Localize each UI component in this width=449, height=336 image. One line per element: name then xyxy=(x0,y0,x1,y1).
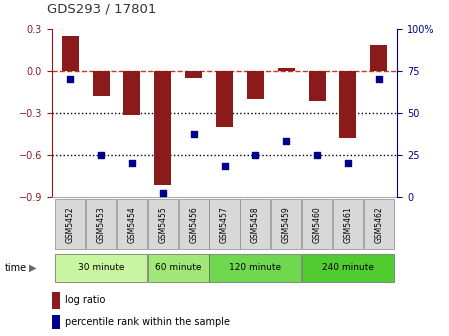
FancyBboxPatch shape xyxy=(55,199,85,249)
Bar xyxy=(154,71,171,185)
Bar xyxy=(308,71,326,101)
Point xyxy=(128,160,136,166)
Text: GSM5455: GSM5455 xyxy=(158,206,167,243)
Point xyxy=(159,191,166,196)
Bar xyxy=(247,71,264,98)
FancyBboxPatch shape xyxy=(364,199,394,249)
Text: ▶: ▶ xyxy=(29,263,37,273)
Text: GSM5452: GSM5452 xyxy=(66,206,75,243)
Text: GSM5460: GSM5460 xyxy=(313,206,321,243)
FancyBboxPatch shape xyxy=(55,254,147,282)
Point xyxy=(313,152,321,157)
Bar xyxy=(62,36,79,71)
Point xyxy=(283,138,290,144)
Bar xyxy=(278,68,295,71)
FancyBboxPatch shape xyxy=(302,254,394,282)
FancyBboxPatch shape xyxy=(333,199,363,249)
Bar xyxy=(339,71,357,138)
Bar xyxy=(216,71,233,127)
Text: percentile rank within the sample: percentile rank within the sample xyxy=(65,317,230,327)
FancyBboxPatch shape xyxy=(86,199,116,249)
Text: GSM5462: GSM5462 xyxy=(374,206,383,243)
Text: time: time xyxy=(4,263,26,273)
FancyBboxPatch shape xyxy=(179,199,209,249)
FancyBboxPatch shape xyxy=(302,199,332,249)
Point xyxy=(190,132,197,137)
Text: GSM5454: GSM5454 xyxy=(128,206,136,243)
Bar xyxy=(185,71,202,78)
Bar xyxy=(123,71,141,115)
FancyBboxPatch shape xyxy=(209,254,301,282)
FancyBboxPatch shape xyxy=(148,199,178,249)
Text: GSM5461: GSM5461 xyxy=(343,206,352,243)
FancyBboxPatch shape xyxy=(271,199,301,249)
Point xyxy=(375,76,383,82)
Text: GDS293 / 17801: GDS293 / 17801 xyxy=(47,2,157,15)
Point xyxy=(252,152,259,157)
Text: GSM5458: GSM5458 xyxy=(251,206,260,243)
Text: 120 minute: 120 minute xyxy=(229,263,282,272)
Point xyxy=(97,152,105,157)
Text: log ratio: log ratio xyxy=(65,295,105,305)
Text: GSM5459: GSM5459 xyxy=(282,206,291,243)
Point xyxy=(221,164,228,169)
Point xyxy=(344,160,352,166)
Text: 60 minute: 60 minute xyxy=(155,263,202,272)
Text: GSM5453: GSM5453 xyxy=(97,206,106,243)
Bar xyxy=(92,71,110,96)
FancyBboxPatch shape xyxy=(148,254,209,282)
Text: 240 minute: 240 minute xyxy=(322,263,374,272)
Bar xyxy=(370,45,387,71)
FancyBboxPatch shape xyxy=(117,199,147,249)
FancyBboxPatch shape xyxy=(240,199,270,249)
Text: GSM5456: GSM5456 xyxy=(189,206,198,243)
Text: 30 minute: 30 minute xyxy=(78,263,124,272)
Text: GSM5457: GSM5457 xyxy=(220,206,229,243)
FancyBboxPatch shape xyxy=(209,199,240,249)
Bar xyxy=(52,315,60,329)
Point xyxy=(66,76,74,82)
Bar xyxy=(52,292,60,308)
